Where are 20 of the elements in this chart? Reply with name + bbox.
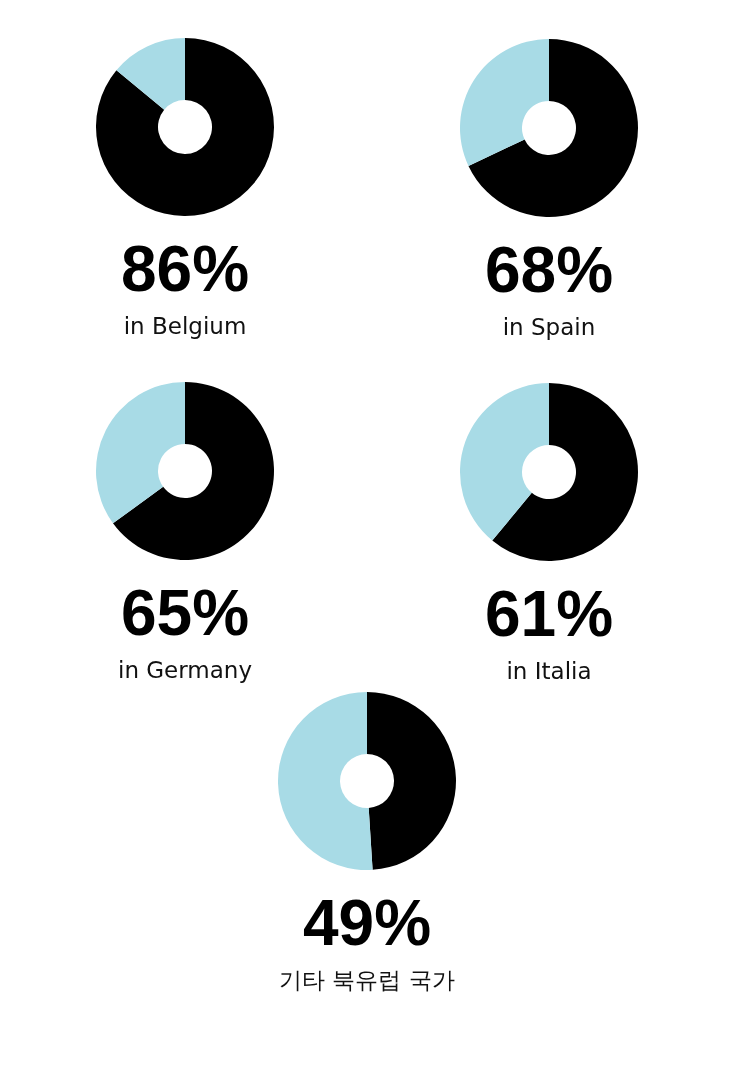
text: 기타 북유럽 국가	[279, 967, 455, 993]
donut-slice	[460, 39, 549, 166]
donut-slice	[96, 382, 185, 524]
text: in Belgium	[123, 313, 247, 339]
donut-slice	[113, 382, 274, 560]
donut-slice	[468, 39, 638, 217]
data-label: 86%	[120, 233, 250, 305]
donut-slice	[460, 383, 549, 541]
data-label: 68%	[484, 234, 614, 306]
donut-slice	[116, 38, 185, 110]
donut-slice	[278, 692, 373, 870]
text: in Spain	[502, 314, 596, 340]
text: in Germany	[118, 657, 252, 683]
donut-slice	[492, 383, 638, 561]
donut-slice	[367, 692, 456, 870]
data-label: 61%	[484, 578, 614, 650]
donut-slice	[96, 38, 274, 216]
data-label: 49%	[302, 887, 432, 959]
text: in Italia	[506, 658, 592, 684]
data-label: 65%	[120, 577, 250, 649]
